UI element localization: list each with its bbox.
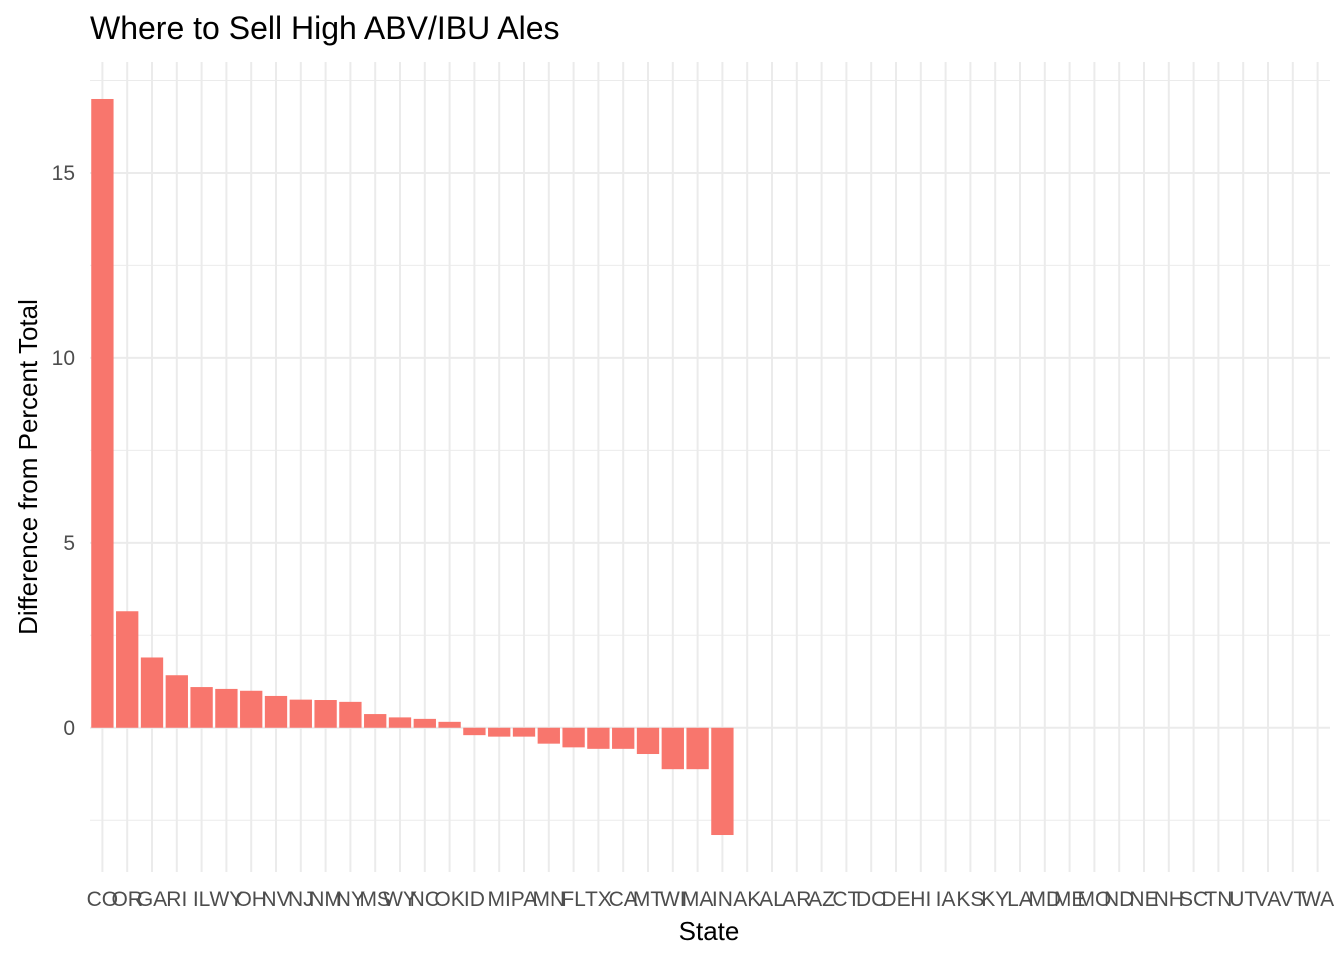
- x-axis-title: State: [679, 916, 740, 946]
- x-tick-label: DC: [856, 888, 886, 911]
- bar-in: [711, 727, 734, 836]
- bar-ri: [165, 675, 188, 728]
- grid-layer: [90, 62, 1330, 872]
- x-tick-label: MA: [682, 888, 714, 911]
- bar-nj: [289, 699, 312, 728]
- bar-mt: [636, 727, 660, 755]
- x-tick-label: MD: [1028, 888, 1061, 911]
- x-tick-label: UT: [1229, 888, 1257, 911]
- bar-wy: [215, 688, 238, 728]
- x-tick-label: WA: [1301, 888, 1334, 911]
- x-tick-label: FL: [561, 888, 586, 911]
- x-tick-label: OK: [434, 888, 464, 911]
- bar-ma: [686, 727, 709, 770]
- bar-ga: [140, 657, 164, 728]
- x-tick-label: PA: [511, 888, 537, 911]
- x-tick-label: OR: [111, 888, 143, 911]
- x-tick-label: OH: [235, 888, 267, 911]
- y-tick-label: 0: [63, 717, 75, 740]
- x-tick-label: TN: [1204, 888, 1232, 911]
- bar-nc: [413, 718, 436, 728]
- y-tick-label: 15: [52, 162, 75, 185]
- x-tick-label: NE: [1129, 888, 1158, 911]
- x-tick-label: NY: [336, 888, 365, 911]
- bar-ca: [612, 727, 635, 749]
- x-tick-label: GA: [137, 888, 167, 911]
- y-axis-ticks: 0 5 10 15: [52, 162, 75, 740]
- x-tick-label: WY: [209, 888, 243, 911]
- x-tick-label: MS: [359, 888, 391, 911]
- x-tick-label: WY: [383, 888, 417, 911]
- x-tick-label: AZ: [808, 888, 835, 911]
- x-tick-label: IA: [936, 888, 956, 911]
- bar-ok: [438, 721, 461, 728]
- x-tick-label: MT: [633, 888, 663, 911]
- y-tick-label: 5: [63, 532, 75, 555]
- x-tick-label: NV: [261, 888, 290, 911]
- x-tick-label: VT: [1279, 888, 1306, 911]
- x-tick-label: ND: [1104, 888, 1134, 911]
- bar-ny: [339, 701, 362, 728]
- x-tick-label: TX: [585, 888, 612, 911]
- bar-wy: [388, 717, 412, 728]
- x-tick-label: NC: [410, 888, 440, 911]
- x-tick-label: CO: [87, 888, 119, 911]
- x-tick-label: ID: [464, 888, 485, 911]
- x-tick-label: SC: [1179, 888, 1208, 911]
- x-tick-label: NM: [309, 888, 342, 911]
- x-tick-label: NJ: [288, 888, 314, 911]
- x-tick-label: KS: [956, 888, 984, 911]
- bars-layer: [91, 98, 734, 836]
- x-tick-label: WI: [660, 888, 686, 911]
- bar-tx: [587, 727, 610, 749]
- x-tick-label: LA: [1007, 888, 1033, 911]
- x-tick-label: ME: [1054, 888, 1086, 911]
- x-tick-label: CA: [609, 888, 638, 911]
- x-tick-label: AL: [759, 888, 785, 911]
- bar-nv: [264, 695, 288, 728]
- bar-il: [190, 687, 213, 728]
- x-tick-label: HI: [910, 888, 931, 911]
- x-tick-label: IL: [193, 888, 211, 911]
- bar-mi: [488, 727, 511, 737]
- x-tick-label: AK: [733, 888, 761, 911]
- bar-nm: [314, 700, 337, 728]
- x-tick-label: AR: [782, 888, 811, 911]
- y-tick-label: 10: [52, 347, 75, 370]
- x-tick-label: IN: [712, 888, 733, 911]
- y-axis-title: Difference from Percent Total: [13, 299, 43, 635]
- bar-or: [116, 611, 139, 728]
- chart-title: Where to Sell High ABV/IBU Ales: [90, 10, 560, 46]
- x-tick-label: DE: [881, 888, 910, 911]
- x-tick-label: NH: [1154, 888, 1184, 911]
- bar-wi: [661, 727, 684, 770]
- bar-id: [463, 727, 486, 736]
- bar-co: [91, 98, 114, 728]
- bar-mn: [537, 727, 560, 744]
- bar-fl: [562, 727, 585, 748]
- x-tick-label: MO: [1077, 888, 1111, 911]
- x-tick-label: MI: [488, 888, 511, 911]
- bar-ms: [364, 714, 387, 728]
- bar-oh: [240, 690, 263, 728]
- x-tick-label: KY: [981, 888, 1009, 911]
- x-tick-label: CT: [832, 888, 860, 911]
- x-tick-label: RI: [166, 888, 187, 911]
- x-tick-label: MN: [532, 888, 565, 911]
- x-tick-label: VA: [1255, 888, 1281, 911]
- bar-pa: [512, 727, 536, 737]
